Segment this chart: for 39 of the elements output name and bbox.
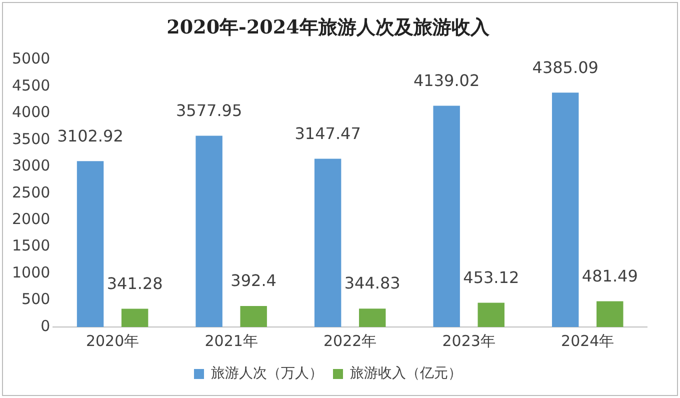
data-label: 453.12 xyxy=(463,268,520,287)
data-label: 481.49 xyxy=(582,266,638,286)
bar xyxy=(478,302,504,327)
y-tick-label: 1000 xyxy=(12,263,50,282)
bar xyxy=(433,106,460,327)
bar xyxy=(358,308,386,327)
y-tick-label: 2000 xyxy=(12,210,50,228)
data-label: 3147.47 xyxy=(294,124,361,143)
bar xyxy=(552,92,579,327)
bar xyxy=(314,158,342,327)
y-tick-label: 2500 xyxy=(12,183,50,202)
data-label: 344.83 xyxy=(344,274,400,293)
x-tick-label: 2023年 xyxy=(442,332,496,350)
y-tick-label: 500 xyxy=(22,290,50,308)
y-tick-label: 0 xyxy=(40,316,50,335)
bar xyxy=(76,161,104,327)
data-label: 4139.02 xyxy=(414,70,480,90)
x-tick-label: 2024年 xyxy=(561,332,614,350)
bar xyxy=(121,308,148,327)
y-tick-label: 4500 xyxy=(12,76,50,94)
bar xyxy=(240,306,267,327)
x-tick-label: 2021年 xyxy=(204,332,258,350)
y-tick-label: 3000 xyxy=(12,156,50,175)
data-label: 3577.95 xyxy=(176,100,242,120)
data-label: 4385.09 xyxy=(532,58,598,77)
x-tick-label: 2020年 xyxy=(86,332,140,350)
data-label: 3102.92 xyxy=(57,126,124,146)
bar xyxy=(196,136,222,327)
chart-title: 2020年-2024年旅游人次及旅游收入 xyxy=(166,16,490,38)
y-tick-label: 5000 xyxy=(12,50,50,68)
y-tick-label: 1500 xyxy=(12,236,50,255)
legend-label: 旅游收入（亿元） xyxy=(350,366,462,382)
bar xyxy=(596,301,624,327)
x-tick-label: 2022年 xyxy=(323,332,377,350)
data-label: 392.4 xyxy=(230,271,276,290)
y-tick-label: 3500 xyxy=(12,130,50,148)
legend-label: 旅游人次（万人） xyxy=(211,366,323,382)
y-tick-label: 4000 xyxy=(12,103,50,122)
data-label: 341.28 xyxy=(106,274,163,293)
